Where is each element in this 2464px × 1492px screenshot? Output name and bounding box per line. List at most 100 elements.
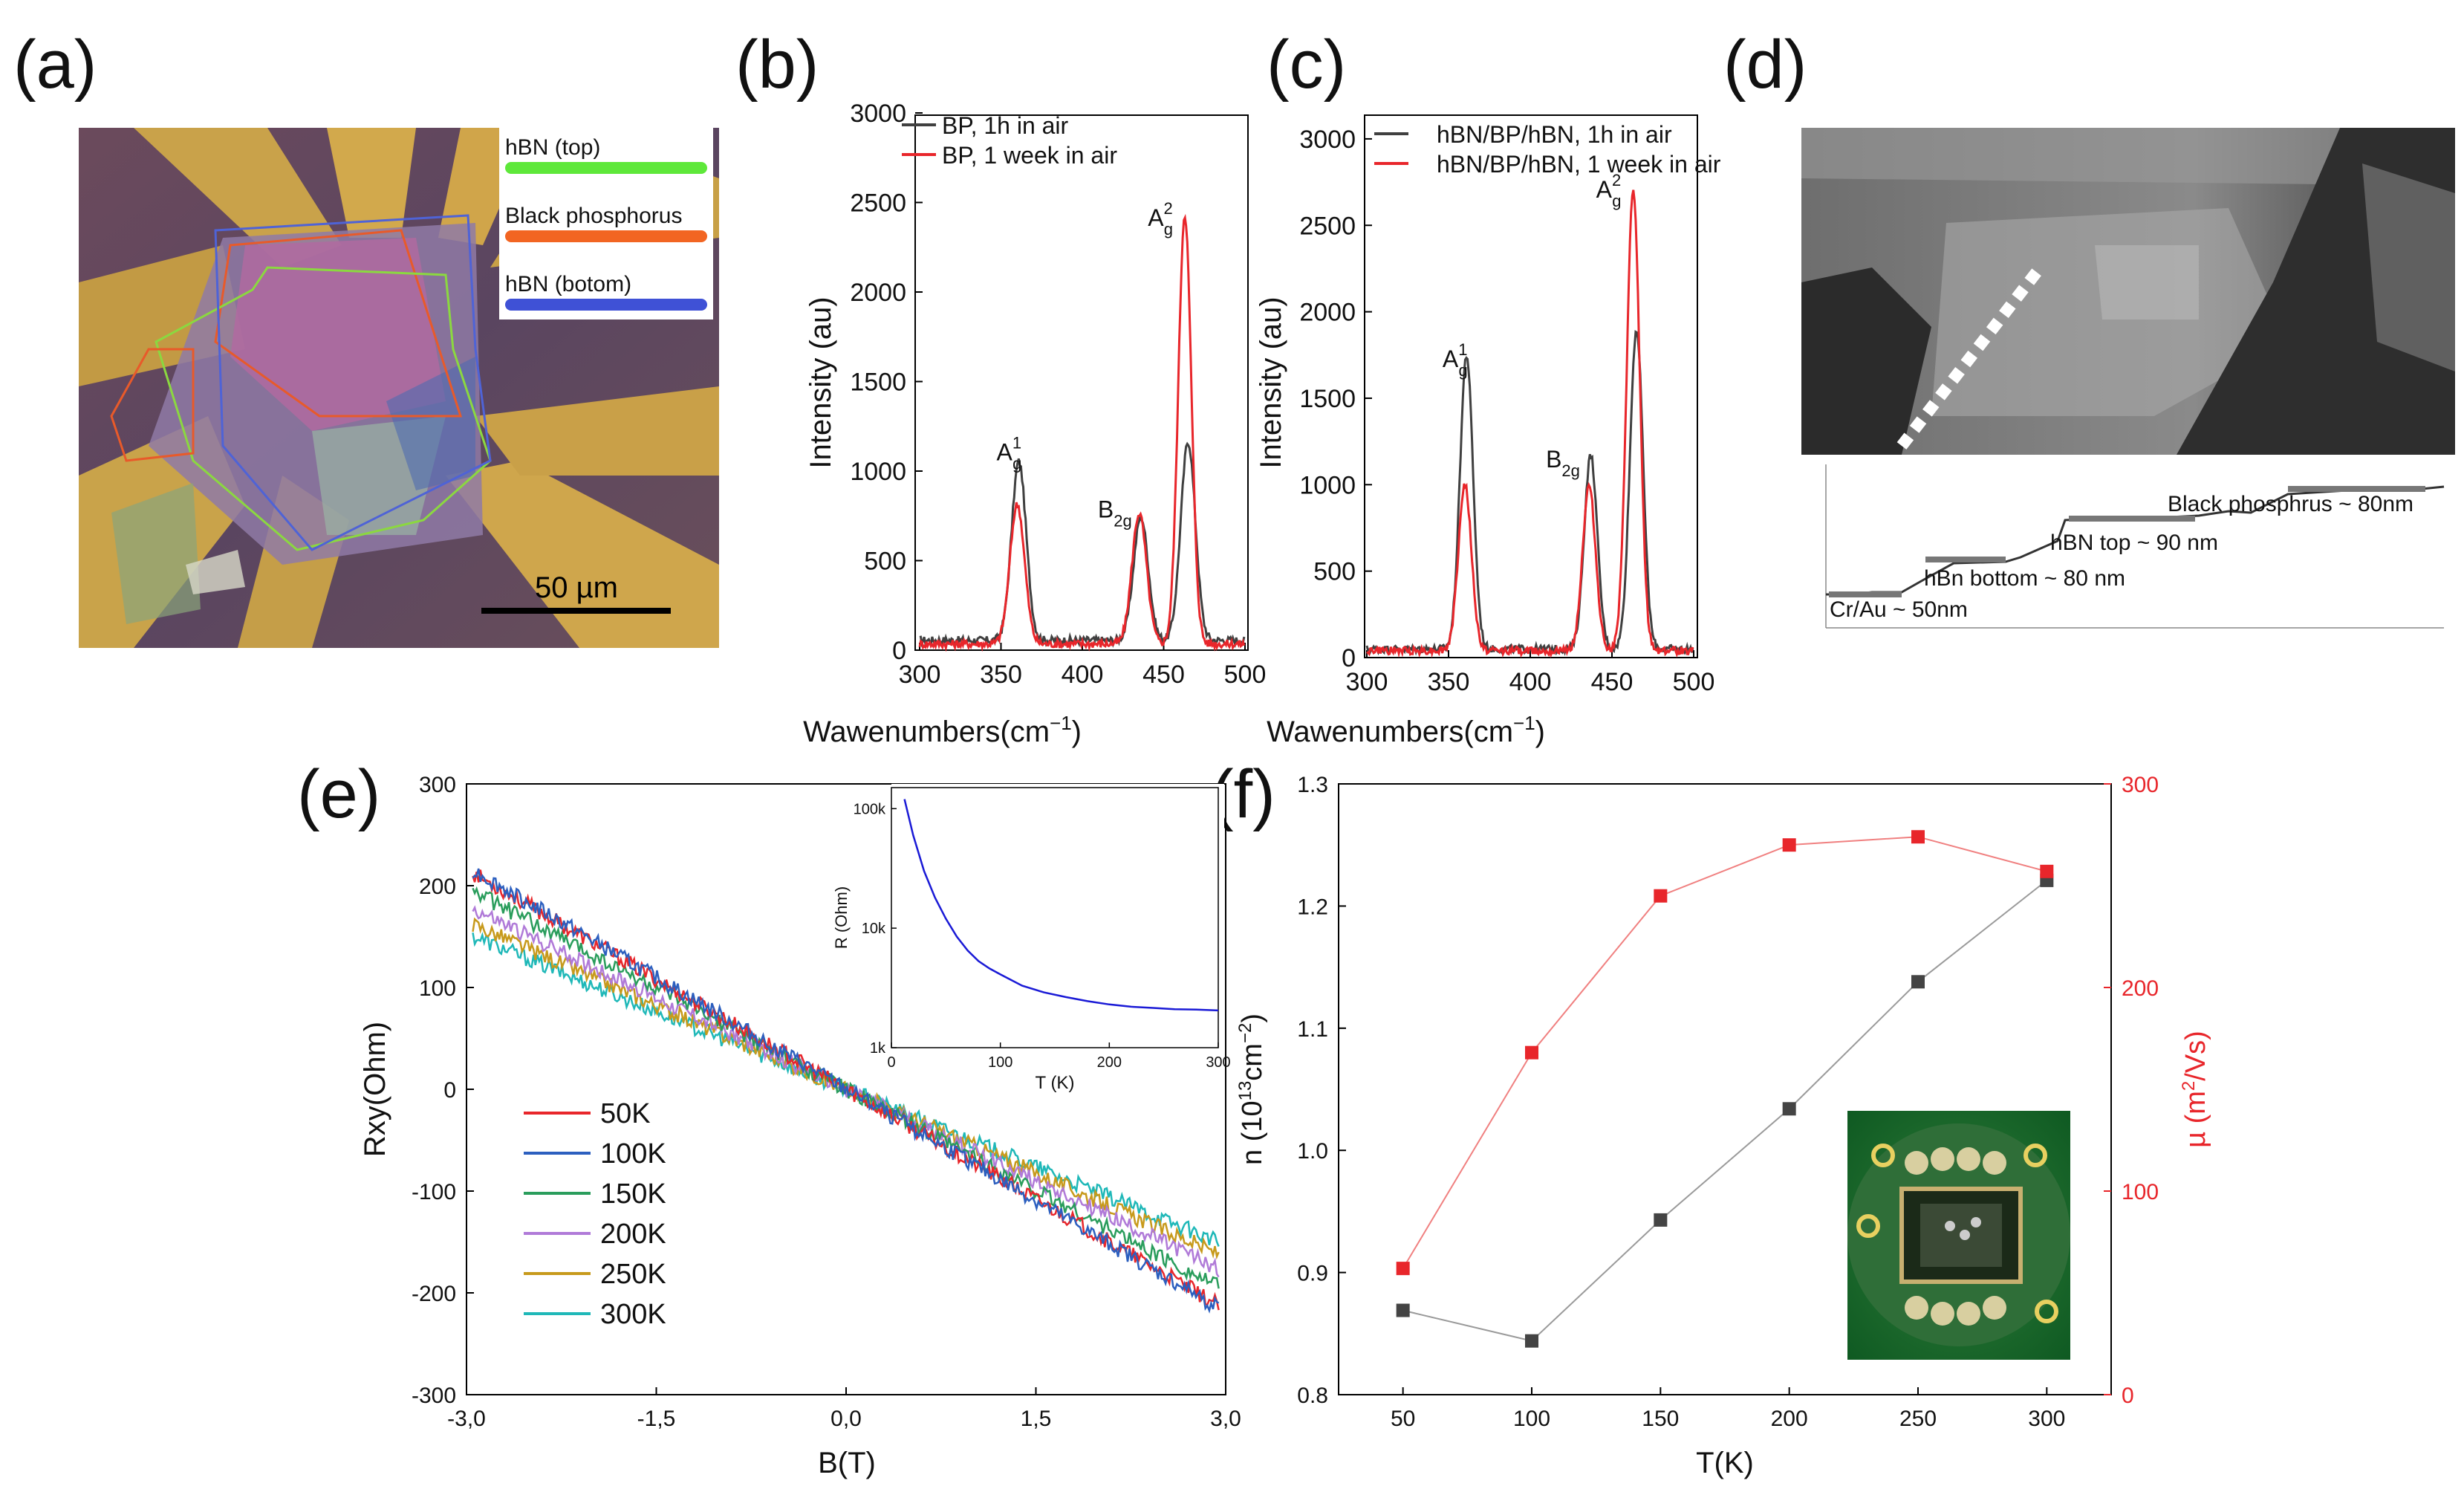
y-tick-label: 500 <box>1313 558 1356 586</box>
data-point-n <box>1782 1102 1796 1116</box>
x-tick-label: 1,5 <box>1021 1407 1052 1431</box>
legend-label-50K: 50K <box>600 1098 651 1129</box>
peak-label: B2g <box>1546 446 1580 480</box>
panel-label-b: (b) <box>735 27 819 103</box>
panel-label-c: (c) <box>1267 27 1346 103</box>
y-tick-label: 1000 <box>850 458 906 486</box>
x-tick-label: 50 <box>1391 1407 1415 1431</box>
inset-y-tick-label: 10k <box>862 921 886 937</box>
x-tick-label: 450 <box>1591 668 1634 696</box>
legend-swatch-hbn-top <box>505 162 707 174</box>
chart-b-legend-label-1week: BP, 1 week in air <box>942 142 1117 169</box>
chart-b-legend-label-1h: BP, 1h in air <box>942 112 1069 139</box>
chart-e-hall: B(T) Rxy(Ohm) T (K) R (Ohm) -3,0 -1,5 0,0 1… <box>359 773 1241 1479</box>
afm-label-crau: Cr/Au ~ 50nm <box>1830 597 1968 622</box>
data-point-mobility <box>1525 1045 1538 1060</box>
data-point-n <box>1911 975 1925 989</box>
y-tick-label: 0 <box>1342 644 1356 672</box>
hall-line-100K <box>472 868 1220 1314</box>
chart-c-legend-label-1h: hBN/BP/hBN, 1h in air <box>1437 121 1672 148</box>
y-right-tick-label: 200 <box>2122 976 2159 1001</box>
inset-ylabel: R (Ohm) <box>832 886 851 949</box>
y-tick-label: 3000 <box>850 100 906 128</box>
y-tick-label: 0 <box>443 1078 456 1103</box>
chart-f-ylabel-left: n (1013cm−2) <box>1235 1013 1268 1165</box>
chart-e-ylabel: Rxy(Ohm) <box>359 1022 391 1157</box>
y-tick-label: 3000 <box>1299 126 1356 154</box>
data-point-mobility <box>1654 889 1668 903</box>
data-point-mobility <box>2040 864 2054 878</box>
y-tick-label: 300 <box>419 773 456 797</box>
panel-d-afm-image <box>1801 128 2455 455</box>
inset-frame <box>891 787 1219 1048</box>
peak-label: A2 g <box>1148 199 1173 239</box>
x-tick-label: 300 <box>2028 1407 2065 1431</box>
inset-y-tick-label: 100k <box>854 801 886 817</box>
x-tick-label: 150 <box>1642 1407 1679 1431</box>
data-point-n <box>1525 1334 1538 1348</box>
y-left-tick-label: 1.3 <box>1297 773 1328 797</box>
inset-x-tick-label: 100 <box>988 1054 1012 1071</box>
panel-f-device-photo <box>1847 1111 2070 1360</box>
legend-swatch-hbn-bottom <box>505 299 707 311</box>
legend-label-250K: 250K <box>600 1259 666 1290</box>
y-left-tick-label: 0.8 <box>1297 1384 1328 1408</box>
peak-label: A1 g <box>997 434 1022 473</box>
x-tick-label: 350 <box>980 661 1022 689</box>
peak-label: A1 g <box>1443 340 1468 380</box>
data-point-n <box>1654 1213 1668 1227</box>
scale-bar-label: 50 µm <box>535 571 618 604</box>
y-right-tick-label: 300 <box>2122 773 2159 797</box>
peak-label: B2g <box>1098 496 1132 531</box>
afm-label-hbn-top: hBN top ~ 90 nm <box>2050 531 2218 555</box>
peak-label: A2 g <box>1596 171 1622 210</box>
inset-x-tick-label: 0 <box>887 1054 895 1071</box>
series-line-1week <box>918 213 1246 652</box>
x-tick-label: 3,0 <box>1210 1407 1241 1431</box>
series-line-mobility <box>1402 836 2047 1269</box>
y-left-tick-label: 1.0 <box>1297 1139 1328 1164</box>
x-tick-label: 450 <box>1142 661 1185 689</box>
afm-label-bp: Black phosphrus ~ 80nm <box>2168 492 2413 516</box>
panel-label-a: (a) <box>13 27 97 103</box>
legend-black-phosphorus: Black phosphorus <box>505 204 682 228</box>
y-tick-label: 1000 <box>1299 471 1356 499</box>
legend-swatch-black-phosphorus <box>505 230 707 242</box>
y-tick-label: 0 <box>892 637 906 665</box>
inset-xlabel: T (K) <box>1036 1073 1075 1093</box>
y-tick-label: 1500 <box>1299 385 1356 413</box>
data-point-mobility <box>1911 830 1925 844</box>
y-right-tick-label: 100 <box>2122 1180 2159 1204</box>
scale-bar <box>481 608 671 614</box>
afm-label-hbn-bottom: hBn bottom ~ 80 nm <box>1924 566 2125 591</box>
y-left-tick-label: 1.2 <box>1297 895 1328 919</box>
y-tick-label: 2500 <box>850 189 906 218</box>
y-tick-label: 2000 <box>850 279 906 307</box>
chart-f-n-mobility: T(K) n (1013cm−2) µ (m2/Vs) 50 100 150 200 2… <box>1235 773 2211 1479</box>
y-tick-label: 2500 <box>1299 212 1356 240</box>
chart-c-ylabel: Intensity (au) <box>1255 296 1287 468</box>
x-tick-label: 500 <box>1224 661 1267 689</box>
inset-background <box>891 784 1224 1096</box>
inset-x-tick-label: 300 <box>1206 1054 1230 1071</box>
y-tick-label: 1500 <box>850 369 906 397</box>
hall-line-150K <box>472 886 1220 1289</box>
panel-label-e: (e) <box>297 756 380 832</box>
x-tick-label: 200 <box>1771 1407 1808 1431</box>
legend-label-150K: 150K <box>600 1178 666 1210</box>
x-tick-label: 400 <box>1062 661 1104 689</box>
y-left-tick-label: 0.9 <box>1297 1262 1328 1286</box>
y-tick-label: -100 <box>412 1180 456 1204</box>
y-tick-label: -300 <box>412 1384 456 1408</box>
y-tick-label: 2000 <box>1299 299 1356 327</box>
chart-f-xlabel: T(K) <box>1696 1447 1754 1479</box>
hall-line-200K <box>472 905 1220 1278</box>
y-right-tick-label: 0 <box>2122 1384 2134 1408</box>
y-tick-label: 500 <box>864 548 906 576</box>
x-tick-label: -1,5 <box>637 1407 676 1431</box>
inset-resistance-curve <box>903 799 1219 1012</box>
y-tick-label: -200 <box>412 1282 456 1306</box>
chart-c-raman-heterostructure: hBN/BP/hBN, 1h in air hBN/BP/hBN, 1 week… <box>1255 114 1721 748</box>
legend-box-a <box>499 128 713 320</box>
x-tick-label: 300 <box>1346 668 1388 696</box>
